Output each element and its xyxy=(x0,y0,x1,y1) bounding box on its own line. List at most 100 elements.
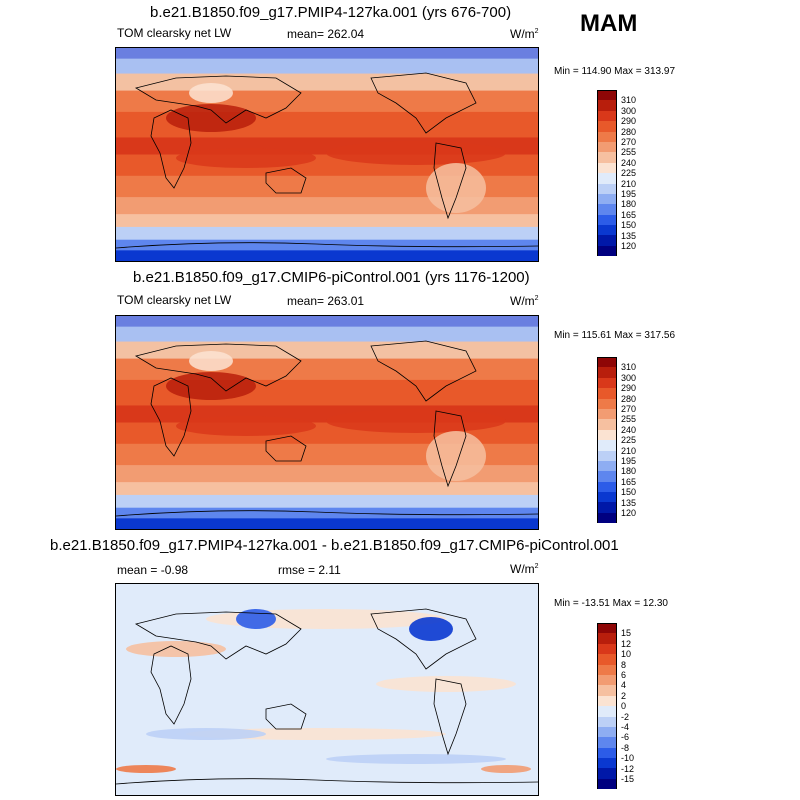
panel-1-units: W/m2 xyxy=(510,27,539,41)
colorbar-swatch xyxy=(597,183,617,194)
field-band xyxy=(116,48,538,60)
colorbar-swatch xyxy=(597,633,617,644)
colorbar-tick-label: 165 xyxy=(621,476,637,487)
colorbar-tick-label: 270 xyxy=(621,404,637,414)
colorbar-swatch xyxy=(597,173,617,184)
colorbar-tick-label: 310 xyxy=(621,362,637,373)
colorbar-tick-label: 180 xyxy=(621,199,637,210)
panel-3-map-field xyxy=(116,584,538,795)
coastline xyxy=(150,645,192,725)
colorbar-swatch xyxy=(597,141,617,153)
colorbar-swatch xyxy=(597,492,617,503)
panel-1-title: b.e21.B1850.f09_g17.PMIP4-127ka.001 (yrs… xyxy=(150,4,512,21)
colorbar-tick-label: 255 xyxy=(621,414,637,425)
coastline xyxy=(265,435,307,462)
coastline xyxy=(134,343,302,392)
colorbar-swatch xyxy=(597,357,617,368)
colorbar-swatch xyxy=(597,685,617,696)
colorbar-swatch xyxy=(597,377,617,389)
colorbar-swatch xyxy=(597,768,617,779)
colorbar-swatch xyxy=(597,388,617,399)
panel-2-variable-label: TOM clearsky net LW xyxy=(117,293,232,307)
coastline xyxy=(150,377,192,457)
panel-2-colorbar: 310 300 290 280 270 255 240 225 210 195 180 165 150 1… xyxy=(597,357,636,524)
panel-3-map xyxy=(115,583,539,796)
colorbar-tick-label: 165 xyxy=(621,209,637,220)
colorbar-swatch xyxy=(597,193,617,205)
colorbar-swatch xyxy=(597,695,617,707)
colorbar-swatch xyxy=(597,429,617,441)
colorbar-tick-label: 120 xyxy=(621,508,637,518)
colorbar-swatch xyxy=(597,664,617,675)
coastline xyxy=(433,678,467,756)
panel-2-units: W/m2 xyxy=(510,294,539,308)
colorbar-swatch xyxy=(597,100,617,111)
panel-3-colorbar: 15 12 10 8 6 4 2 0 -2 -4 -6 -8 -10 -12 -15 xyxy=(597,623,634,790)
colorbar-tick-label: 0 xyxy=(621,701,627,712)
colorbar-tick-label: 240 xyxy=(621,157,637,168)
colorbar-tick-label: 15 xyxy=(621,628,632,639)
colorbar-swatch xyxy=(597,706,617,717)
colorbar-swatch xyxy=(597,778,617,790)
coastline xyxy=(265,703,307,730)
colorbar-tick-label: 120 xyxy=(621,241,637,251)
colorbar-swatch xyxy=(597,460,617,472)
colorbar-swatch xyxy=(597,623,617,634)
panel-3-title: b.e21.B1850.f09_g17.PMIP4-127ka.001 - b.… xyxy=(50,537,619,554)
panel-2-mean: mean= 263.01 xyxy=(287,294,365,308)
field-band xyxy=(116,494,538,509)
panel-2-title: b.e21.B1850.f09_g17.CMIP6-piControl.001 … xyxy=(133,269,530,286)
panel-1-variable-label: TOM clearsky net LW xyxy=(117,26,232,40)
colorbar-tick-label: -2 xyxy=(621,711,630,722)
colorbar-tick-label: 6 xyxy=(621,670,627,680)
panel-2-map-field xyxy=(116,316,538,529)
colorbar-swatch xyxy=(597,450,617,461)
colorbar-swatch xyxy=(597,502,617,513)
colorbar-tick-label: 210 xyxy=(621,445,637,456)
colorbar-tick-label: -8 xyxy=(621,742,630,753)
colorbar-tick-label: 150 xyxy=(621,487,637,498)
colorbar-swatch xyxy=(597,481,617,493)
colorbar-tick-label: 310 xyxy=(621,95,637,106)
panel-1-colorbar: 310 300 290 280 270 255 240 225 210 195 180 165 150 1… xyxy=(597,90,636,257)
colorbar-tick-label: 280 xyxy=(621,393,637,404)
colorbar-swatch xyxy=(597,131,617,142)
coastline xyxy=(433,142,467,220)
colorbar-tick-label: -10 xyxy=(621,753,635,764)
colorbar-swatch xyxy=(597,674,617,686)
colorbar-tick-label: 150 xyxy=(621,220,637,231)
coastline xyxy=(150,109,192,189)
colorbar-tick-label: -12 xyxy=(621,763,635,774)
coastline xyxy=(116,242,538,249)
field-band xyxy=(116,58,538,75)
colorbar-tick-label: -4 xyxy=(621,722,630,732)
coastline xyxy=(370,72,477,134)
colorbar-swatch xyxy=(597,204,617,215)
panel-3-minmax: Min = -13.51 Max = 12.30 xyxy=(554,598,668,609)
colorbar-swatch xyxy=(597,419,617,430)
colorbar-swatch xyxy=(597,512,617,524)
colorbar-tick-label: 4 xyxy=(621,680,627,691)
coastline xyxy=(370,608,477,670)
colorbar-tick-label: 290 xyxy=(621,116,637,127)
panel-3-units: W/m2 xyxy=(510,562,539,576)
colorbar-tick-label: -15 xyxy=(621,774,635,784)
field-band xyxy=(116,482,538,496)
colorbar-tick-label: 195 xyxy=(621,456,637,466)
coastline xyxy=(116,778,538,785)
coastline xyxy=(265,167,307,194)
field-band xyxy=(116,73,538,92)
coastline xyxy=(370,340,477,402)
panel-1-map xyxy=(115,47,539,262)
field-band xyxy=(116,507,538,520)
colorbar-swatch xyxy=(597,726,617,738)
colorbar-swatch xyxy=(597,398,617,409)
panel-3-rmse: rmse = 2.11 xyxy=(278,563,341,577)
colorbar-swatch xyxy=(597,471,617,482)
colorbar-tick-label: -6 xyxy=(621,732,630,743)
panel-1-map-field xyxy=(116,48,538,261)
colorbar-tick-label: 255 xyxy=(621,147,637,158)
coastline xyxy=(116,510,538,517)
colorbar-swatch xyxy=(597,654,617,665)
colorbar-swatch xyxy=(597,643,617,655)
